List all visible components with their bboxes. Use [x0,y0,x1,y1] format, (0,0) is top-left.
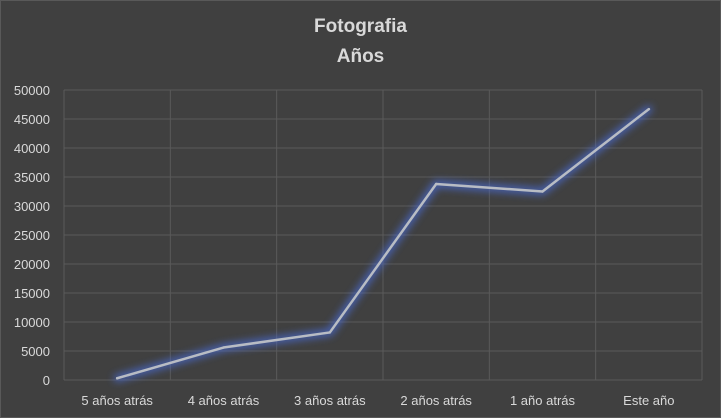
y-tick-label: 25000 [14,228,50,243]
y-tick-label: 45000 [14,112,50,127]
chart-subtitle: Años [336,46,385,67]
y-tick-label: 15000 [14,286,50,301]
data-point [647,107,651,111]
x-tick-label: 4 años atrás [188,393,260,408]
gridlines [63,89,703,381]
x-tick-label: 1 año atrás [510,393,576,408]
x-axis-ticks: 5 años atrás 4 años atrás 3 años atrás 2 añ… [81,393,674,408]
x-tick-label: 5 años atrás [81,393,153,408]
x-tick-label: 3 años atrás [294,393,366,408]
series-layer [113,105,653,382]
y-tick-label: 10000 [14,315,50,330]
x-tick-label: Este año [623,393,674,408]
data-point [328,331,332,334]
y-tick-label: 0 [43,373,50,388]
data-point [115,377,119,380]
y-tick-label: 50000 [14,83,50,98]
y-axis-ticks: 0 5000 10000 15000 20000 25000 30000 35000 40000… [14,83,50,388]
y-tick-label: 20000 [14,257,50,272]
data-point [434,182,438,186]
data-point [222,346,225,349]
x-tick-label: 2 años atrás [400,393,472,408]
y-tick-label: 30000 [14,199,50,214]
data-point [541,190,544,193]
y-tick-label: 5000 [21,344,50,359]
chart-title: Fotografia [314,16,407,37]
y-tick-label: 35000 [14,170,50,185]
series-line [115,107,651,380]
y-tick-label: 40000 [14,141,50,156]
